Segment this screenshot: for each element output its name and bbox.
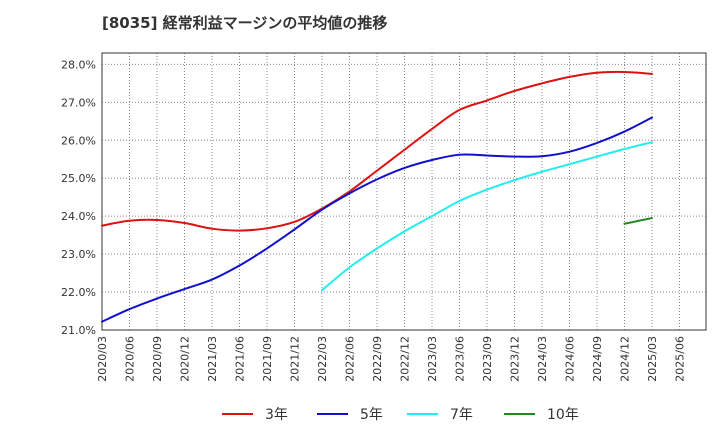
- y-tick-label: 27.0%: [61, 96, 96, 109]
- series-line-3: [321, 141, 653, 292]
- x-tick-label: 2024/12: [619, 336, 632, 382]
- y-tick-label: 28.0%: [61, 58, 96, 71]
- legend-label: 3年: [265, 407, 288, 423]
- x-tick-label: 2023/12: [509, 336, 522, 382]
- series-line-4: [623, 217, 653, 225]
- x-tick-label: 2020/06: [124, 336, 137, 382]
- x-axis: 2020/03 2020/06 2020/09 2020/12 2021/03 2021/…: [96, 336, 687, 382]
- y-tick-label: 23.0%: [61, 248, 96, 261]
- x-tick-label: 2024/06: [564, 336, 577, 382]
- x-tick-label: 2023/03: [426, 336, 439, 382]
- x-tick-label: 2021/09: [261, 336, 274, 382]
- legend-label: 5年: [360, 407, 383, 423]
- x-tick-label: 2024/03: [536, 336, 549, 382]
- y-tick-label: 26.0%: [61, 134, 96, 147]
- x-tick-label: 2020/09: [151, 336, 164, 382]
- x-tick-label: 2022/03: [316, 336, 329, 382]
- series-line-2: [101, 116, 653, 323]
- legend-label: 10年: [547, 407, 579, 423]
- x-tick-label: 2023/06: [454, 336, 467, 382]
- legend: 3年 5年 7年 10年: [222, 407, 579, 423]
- x-tick-label: 2022/12: [399, 336, 412, 382]
- y-tick-label: 22.0%: [61, 286, 96, 299]
- y-tick-label: 24.0%: [61, 210, 96, 223]
- x-tick-label: 2020/03: [96, 336, 109, 382]
- plot-frame: [101, 52, 707, 331]
- x-tick-label: 2020/12: [179, 336, 192, 382]
- x-tick-label: 2022/09: [371, 336, 384, 382]
- series-line-1: [101, 70, 653, 232]
- legend-label: 7年: [450, 407, 473, 423]
- x-tick-label: 2021/12: [289, 336, 302, 382]
- x-tick-label: 2025/06: [674, 336, 687, 382]
- series-lines: [101, 70, 653, 323]
- x-tick-label: 2021/03: [206, 336, 219, 382]
- x-tick-label: 2021/06: [234, 336, 247, 382]
- x-tick-label: 2022/06: [344, 336, 357, 382]
- grid: [102, 53, 706, 330]
- y-tick-label: 25.0%: [61, 172, 96, 185]
- y-axis: 21.0% 22.0% 23.0% 24.0% 25.0% 26.0% 27.0% 28.0%: [61, 58, 96, 337]
- x-tick-label: 2025/03: [646, 336, 659, 382]
- x-tick-label: 2023/09: [481, 336, 494, 382]
- y-tick-label: 21.0%: [61, 324, 96, 337]
- chart-title: [8035] 経常利益マージンの平均値の推移: [102, 14, 388, 32]
- x-tick-label: 2024/09: [591, 336, 604, 382]
